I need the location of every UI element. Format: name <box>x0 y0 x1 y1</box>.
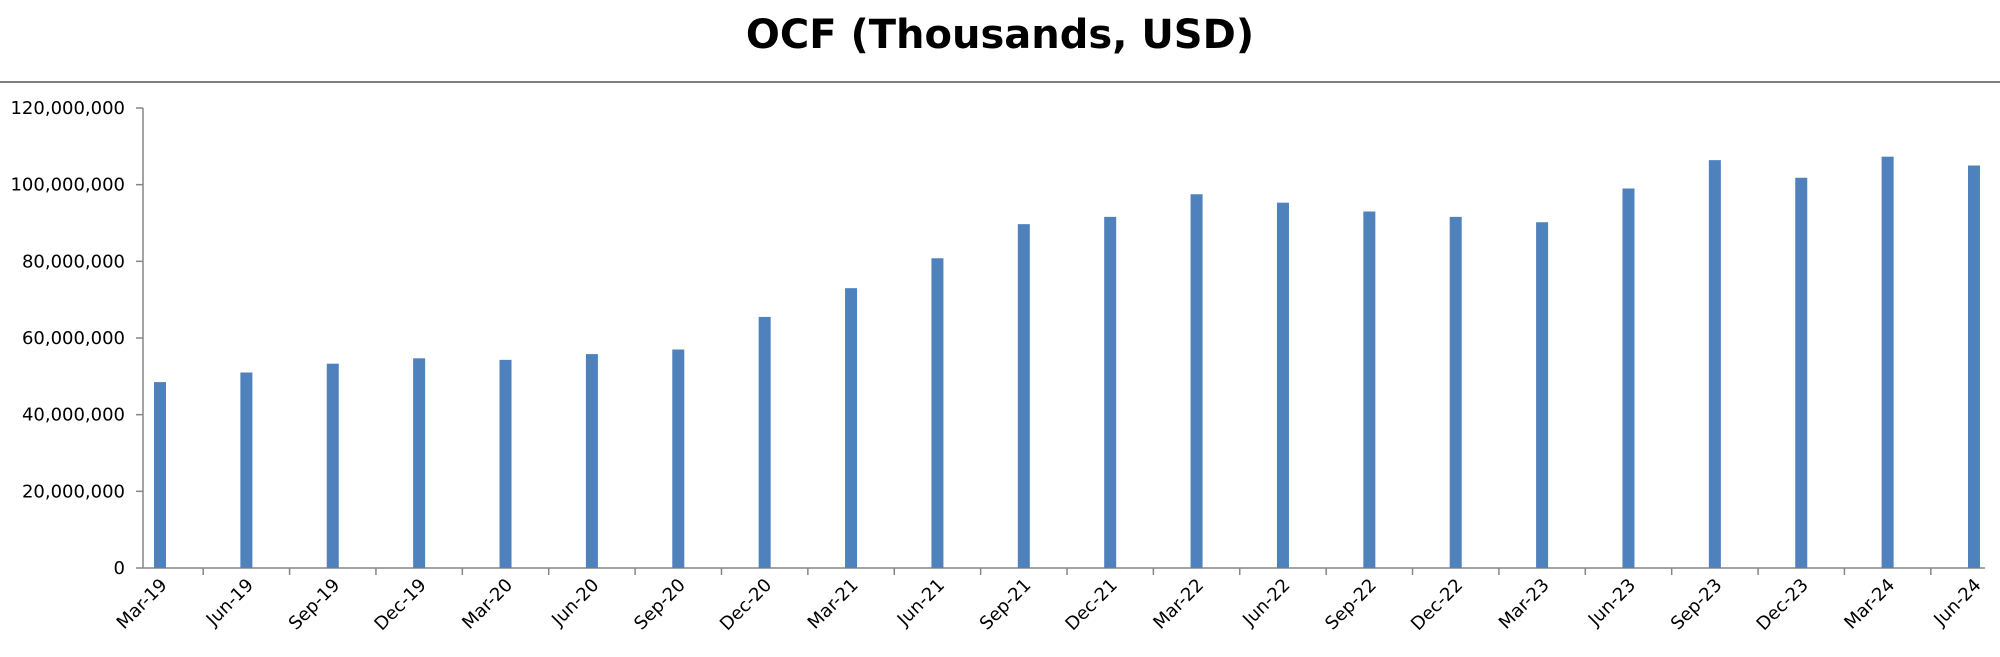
x-tick-label: Jun-23 <box>1584 575 1640 631</box>
y-tick-labels: 0 20,000,000 40,000,000 60,000,000 80,000,00… <box>10 98 125 579</box>
x-tick-label: Sep-23 <box>1667 575 1727 635</box>
x-tick-labels: Mar-19 Jun-19 Sep-19 Dec-19 Mar-20 Jun-20 Sep-… <box>113 575 1986 635</box>
bar <box>240 372 253 568</box>
x-tick-label: Dec-20 <box>716 575 776 635</box>
x-tick-label: Jun-20 <box>547 575 603 631</box>
bar <box>845 288 858 568</box>
y-tick-label: 0 <box>114 558 125 579</box>
bar <box>413 358 426 568</box>
x-tick-label: Jun-19 <box>202 575 258 631</box>
y-tick-label: 20,000,000 <box>22 481 125 502</box>
x-tick-label: Jun-24 <box>1929 575 1985 631</box>
x-tick-label: Mar-20 <box>458 575 517 634</box>
y-tick-label: 60,000,000 <box>22 328 125 349</box>
y-tick-label: 40,000,000 <box>22 405 125 426</box>
x-tick-label: Mar-24 <box>1840 575 1899 634</box>
x-tick-label: Sep-22 <box>1321 575 1381 635</box>
x-tick-label: Dec-19 <box>370 575 430 635</box>
bar <box>1622 188 1635 568</box>
x-tick-label: Dec-21 <box>1061 575 1121 635</box>
bar <box>1104 216 1117 568</box>
axes <box>136 107 1985 575</box>
title-divider <box>0 81 2000 83</box>
bar <box>672 349 685 568</box>
x-tick-label: Mar-23 <box>1495 575 1554 634</box>
y-tick-label: 120,000,000 <box>10 98 125 119</box>
bar <box>499 359 512 568</box>
x-tick-label: Jun-22 <box>1238 575 1294 631</box>
x-tick-label: Jun-21 <box>893 575 949 631</box>
bar <box>1276 202 1289 568</box>
bar <box>758 316 771 568</box>
bar <box>1017 224 1030 568</box>
x-tick-label: Dec-23 <box>1753 575 1813 635</box>
bar <box>1536 222 1549 568</box>
x-tick-label: Mar-21 <box>804 575 863 634</box>
y-tick-label: 100,000,000 <box>10 175 125 196</box>
bar <box>1190 194 1203 568</box>
bar <box>1449 216 1462 568</box>
bar <box>585 354 598 568</box>
bar <box>154 382 166 568</box>
x-tick-label: Sep-19 <box>285 575 345 635</box>
x-tick-label: Mar-19 <box>113 575 172 634</box>
x-tick-label: Sep-21 <box>976 575 1036 635</box>
chart-title: OCF (Thousands, USD) <box>745 12 1255 58</box>
bar <box>1708 160 1721 568</box>
bar <box>1363 211 1376 568</box>
bar <box>931 258 944 568</box>
x-tick-label: Mar-22 <box>1149 575 1208 634</box>
bar <box>1795 177 1808 568</box>
bar <box>1968 165 1980 568</box>
bar <box>326 363 339 568</box>
x-tick-label: Dec-22 <box>1407 575 1467 635</box>
bar <box>1881 156 1894 568</box>
x-tick-label: Sep-20 <box>630 575 690 635</box>
bars <box>154 156 1980 568</box>
y-tick-label: 80,000,000 <box>22 251 125 272</box>
